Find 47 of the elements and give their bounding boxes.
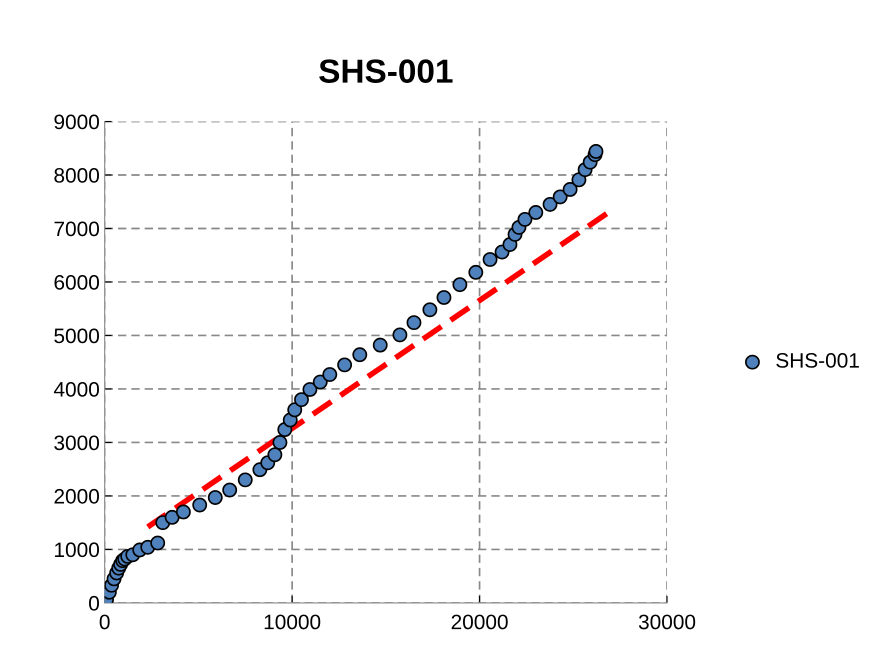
point xyxy=(372,338,388,353)
point xyxy=(322,367,338,382)
x-tick-label: 10000 xyxy=(264,614,320,630)
point xyxy=(150,536,166,550)
point xyxy=(294,392,309,408)
point xyxy=(287,402,302,418)
point xyxy=(238,472,253,488)
point xyxy=(272,435,288,450)
point xyxy=(352,347,368,362)
point xyxy=(518,212,532,227)
y-tick-label: 3000 xyxy=(54,435,99,450)
x-tick-label: 0 xyxy=(100,614,110,630)
point xyxy=(176,504,191,520)
y-tick-label: 4000 xyxy=(54,382,99,397)
point xyxy=(482,252,498,267)
x-tick-label: 30000 xyxy=(638,614,696,630)
y-tick-label: 5000 xyxy=(54,328,99,344)
point xyxy=(312,374,328,390)
point xyxy=(192,498,208,512)
point xyxy=(468,264,484,280)
y-tick-label: 1000 xyxy=(55,542,99,558)
y-tick-label: 8000 xyxy=(54,168,99,183)
point xyxy=(337,357,352,372)
y-tick-label: 6000 xyxy=(54,274,99,290)
y-tick-label: 9000 xyxy=(54,114,99,130)
point xyxy=(392,328,408,342)
y-tick-label: 2000 xyxy=(54,488,99,504)
y-tick-label: 0 xyxy=(89,596,99,611)
point xyxy=(267,447,282,462)
point xyxy=(588,144,604,159)
legend-label: SHS-001 xyxy=(776,353,859,368)
point xyxy=(562,182,578,197)
point xyxy=(436,290,452,305)
point xyxy=(552,190,568,204)
point xyxy=(164,510,180,525)
point xyxy=(572,172,586,188)
point xyxy=(542,196,558,212)
point xyxy=(222,482,238,498)
point xyxy=(406,315,422,330)
point xyxy=(302,382,318,397)
point xyxy=(452,277,468,292)
y-tick-label: 7000 xyxy=(54,221,99,236)
point xyxy=(528,205,544,220)
point xyxy=(208,490,223,505)
point xyxy=(422,302,438,318)
chart-title: SHS-001 xyxy=(319,59,453,83)
x-tick-label: 20000 xyxy=(452,614,508,630)
